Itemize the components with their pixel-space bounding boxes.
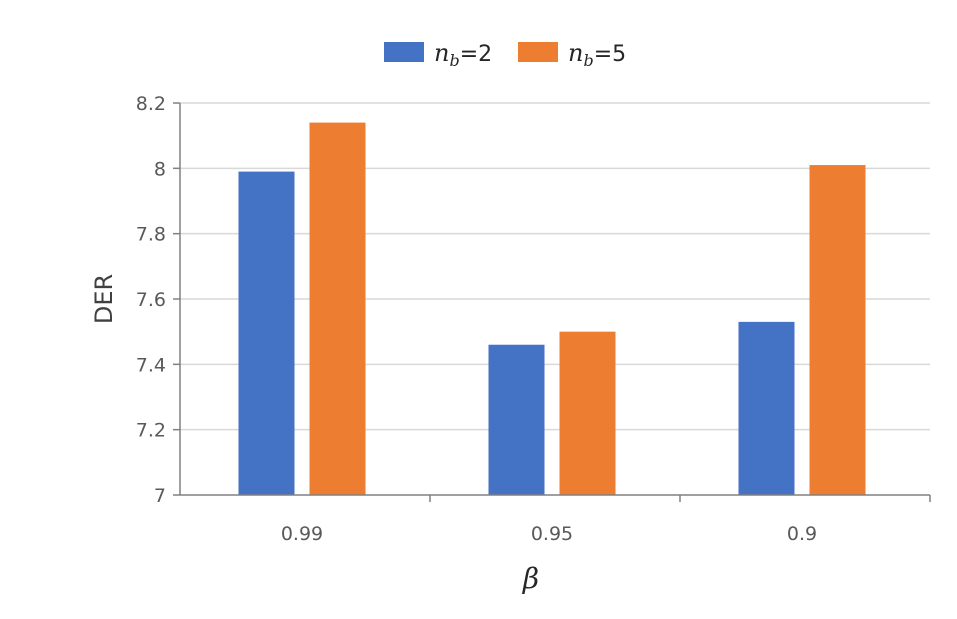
legend-item: nb=2: [384, 39, 492, 70]
bar-n-b-5-0.95: [559, 331, 616, 495]
bars: [238, 122, 866, 496]
legend-label: nb=5: [568, 39, 626, 70]
y-tick-label: 7.2: [136, 420, 166, 442]
x-tick-labels: 0.99 0.95 0.9: [281, 523, 817, 545]
grid-lines: [180, 102, 930, 431]
x-tick-label: 0.99: [281, 523, 323, 545]
y-tick-label: 7: [154, 485, 166, 507]
legend-swatch: [384, 42, 424, 62]
y-tick-label: 8.2: [136, 93, 166, 115]
y-tick-label: 8: [154, 158, 166, 180]
legend-label: nb=2: [434, 39, 492, 70]
bar-n-b-5-0.9: [809, 165, 866, 496]
y-tick-label: 7.6: [136, 289, 166, 311]
x-tick-label: 0.95: [531, 523, 573, 545]
legend-swatch: [518, 42, 558, 62]
bar-n-b-2-0.9: [738, 321, 795, 495]
y-tick-label: 7.8: [136, 224, 166, 246]
bar-n-b-2-0.95: [488, 344, 545, 495]
axes: [173, 102, 931, 502]
x-axis-title: β: [522, 562, 539, 595]
x-tick-label: 0.9: [787, 523, 817, 545]
bar-n-b-2-0.99: [238, 171, 295, 495]
bar-n-b-5-0.99: [309, 122, 366, 495]
y-axis-title: DER: [90, 274, 118, 324]
y-tick-labels: 7 7.2 7.4 7.6 7.8 8 8.2: [136, 93, 166, 507]
legend: nb=2 nb=5: [384, 39, 626, 70]
y-tick-label: 7.4: [136, 354, 166, 376]
legend-item: nb=5: [518, 39, 626, 70]
